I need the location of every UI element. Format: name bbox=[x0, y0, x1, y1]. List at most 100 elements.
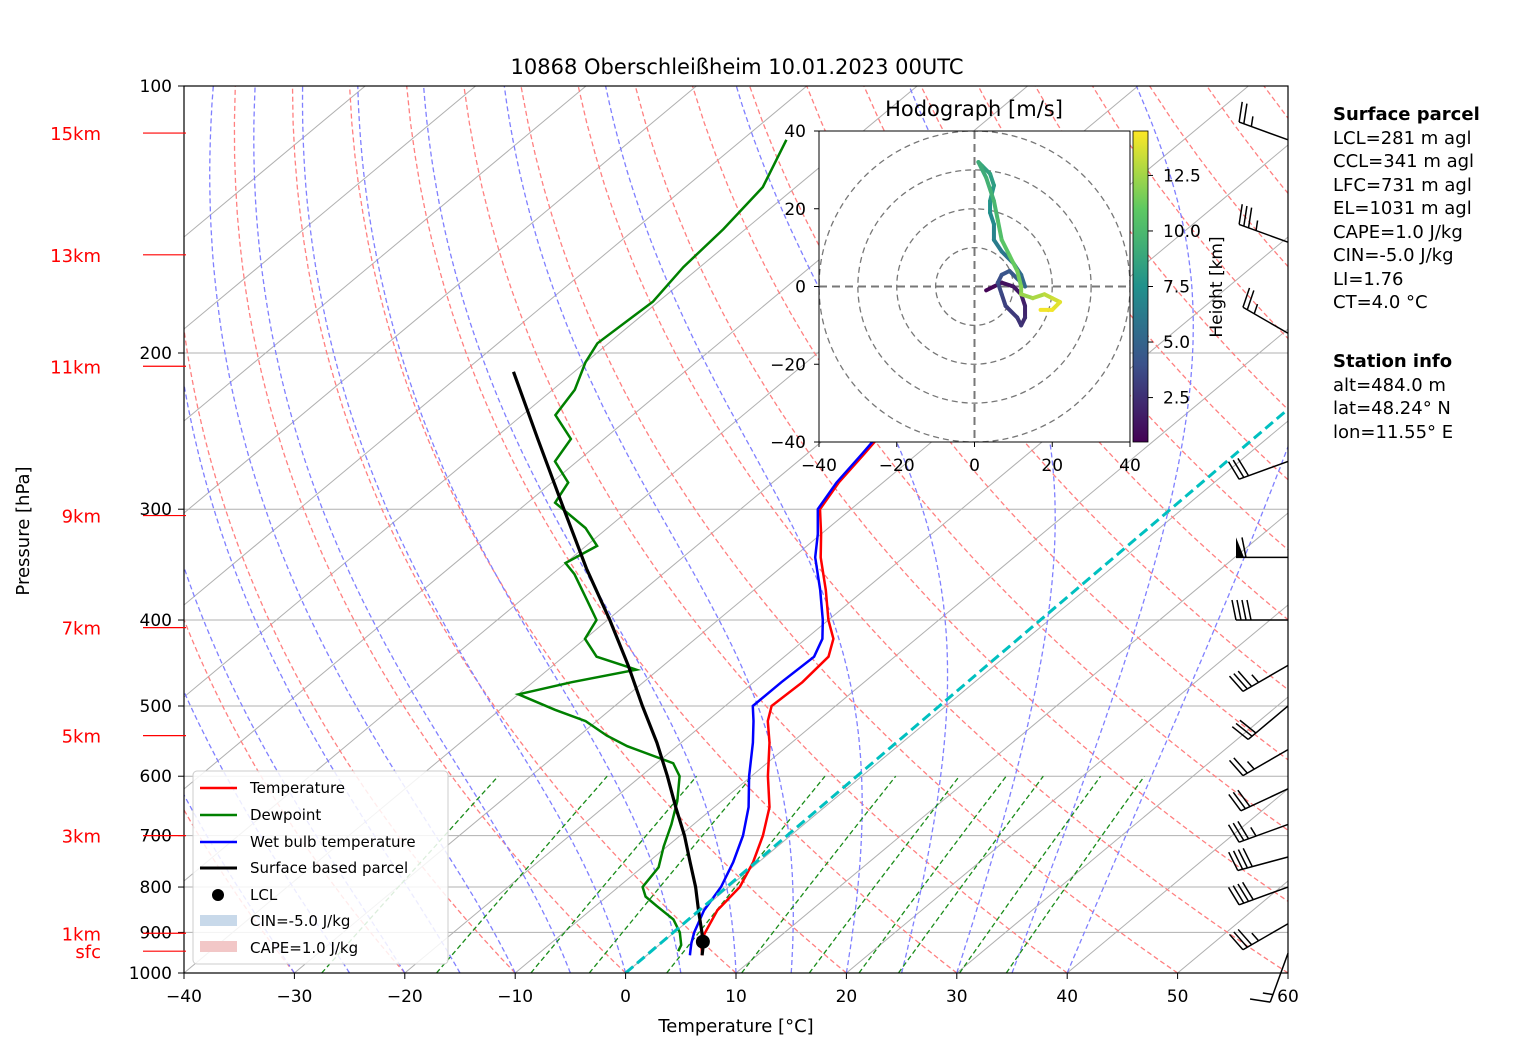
station-lat: lat=48.24° N bbox=[1333, 398, 1451, 419]
barb-full bbox=[1236, 599, 1242, 621]
wind-barb bbox=[1238, 204, 1289, 243]
legend-dewpoint: Dewpoint bbox=[250, 806, 321, 824]
wind-barb bbox=[1228, 847, 1289, 872]
legend-cape-swatch bbox=[200, 941, 237, 952]
mixing-ratio-line bbox=[741, 775, 897, 973]
moist-adiabat bbox=[422, 86, 737, 973]
hodograph-title: Hodograph [m/s] bbox=[885, 97, 1063, 121]
wind-barb bbox=[1228, 923, 1289, 951]
height-label: 15km bbox=[50, 124, 101, 145]
x-tick-label: 0 bbox=[620, 987, 631, 1007]
colorbar bbox=[1132, 130, 1149, 443]
x-axis-label: Temperature [°C] bbox=[657, 1016, 813, 1037]
colorbar-tick-label: 7.5 bbox=[1163, 278, 1190, 298]
barb-staff bbox=[1238, 121, 1289, 141]
surface-parcel-panel: Surface parcel LCL=281 m agl CCL=341 m a… bbox=[1333, 103, 1480, 315]
y-tick-label: 1000 bbox=[129, 964, 172, 984]
hodograph-x-tick-label: 20 bbox=[1041, 456, 1063, 476]
isotherm-line bbox=[184, 86, 697, 514]
barb-staff bbox=[1242, 748, 1289, 777]
legend-temperature: Temperature bbox=[249, 779, 345, 797]
barb-half bbox=[1253, 303, 1259, 314]
series-dewpoint bbox=[514, 139, 788, 952]
hodograph-segment bbox=[988, 171, 996, 188]
barb-full bbox=[1232, 822, 1245, 841]
wind-barb bbox=[1227, 457, 1289, 480]
barb-staff bbox=[1238, 223, 1289, 243]
height-label: 7km bbox=[62, 619, 101, 640]
moist-adiabat bbox=[209, 86, 516, 973]
dry-adiabat bbox=[577, 86, 1288, 973]
barb-full bbox=[1232, 850, 1244, 870]
legend: Temperature Dewpoint Wet bulb temperatur… bbox=[192, 770, 449, 965]
barb-full bbox=[1246, 290, 1255, 310]
surface-parcel-lfc: LFC=731 m agl bbox=[1333, 174, 1472, 196]
y-tick-label: 700 bbox=[140, 827, 172, 847]
mixing-ratio-line bbox=[858, 775, 1007, 973]
surface-parcel-heading: Surface parcel bbox=[1333, 104, 1480, 125]
y-axis-label: Pressure [hPa] bbox=[13, 466, 34, 595]
hodograph-segment bbox=[999, 292, 1008, 308]
hodograph-segment bbox=[976, 160, 989, 180]
hodograph-y-tick-label: 0 bbox=[795, 278, 806, 298]
moist-adiabat bbox=[1066, 444, 1288, 973]
barb-staff bbox=[1238, 886, 1289, 906]
isotherm-line bbox=[184, 86, 808, 606]
hodograph-y-tick-label: −40 bbox=[770, 433, 806, 453]
barb-full bbox=[1238, 101, 1243, 123]
wind-barb bbox=[1228, 748, 1289, 777]
isotherm-line bbox=[735, 512, 1288, 973]
surface-parcel-li: LI=1.76 bbox=[1333, 268, 1404, 290]
wind-barb bbox=[1227, 881, 1289, 906]
moist-adiabat bbox=[253, 86, 571, 973]
colorbar-tick-label: 10.0 bbox=[1163, 222, 1201, 242]
surface-parcel-el: EL=1031 m agl bbox=[1333, 198, 1472, 219]
barb-full bbox=[1232, 791, 1247, 810]
isotherm-line bbox=[956, 696, 1288, 973]
mixing-ratio-line bbox=[959, 775, 1102, 973]
mixing-ratio-line bbox=[666, 775, 826, 973]
wind-barb bbox=[1228, 664, 1289, 693]
barb-half bbox=[1255, 220, 1259, 231]
hodograph: −40 −40 −20 −20 0 0 20 20 40 40 Hodograph [m/s] 2… bbox=[770, 97, 1227, 476]
legend-wetbulb: Wet bulb temperature bbox=[250, 833, 416, 851]
legend-lcl-marker bbox=[212, 889, 224, 901]
hodograph-segment bbox=[988, 210, 996, 227]
colorbar-label: Height [km] bbox=[1207, 236, 1227, 337]
legend-box bbox=[192, 770, 449, 965]
chart-title: 10868 Oberschleißheim 10.01.2023 00UTC bbox=[511, 55, 964, 79]
barb-full bbox=[1241, 537, 1247, 558]
mixing-ratio-line bbox=[897, 775, 1044, 973]
barb-full bbox=[1243, 205, 1248, 227]
barb-full bbox=[1249, 998, 1271, 1003]
barb-full bbox=[1228, 933, 1244, 951]
wind-barb bbox=[1236, 537, 1288, 559]
barb-full bbox=[1231, 599, 1237, 621]
y-tick-label: 200 bbox=[140, 344, 172, 364]
hodograph-segment bbox=[1019, 272, 1028, 289]
isotherm-line bbox=[404, 236, 1288, 973]
barb-full bbox=[1233, 673, 1248, 690]
legend-cape: CAPE=1.0 J/kg bbox=[250, 939, 358, 957]
y-tick-label: 800 bbox=[140, 878, 172, 898]
barb-full bbox=[1237, 849, 1249, 869]
barb-full bbox=[1243, 103, 1248, 124]
hodograph-segment bbox=[1030, 292, 1047, 301]
mixing-ratio-line bbox=[588, 775, 753, 973]
barb-full bbox=[1232, 459, 1245, 478]
wind-barb bbox=[1228, 788, 1289, 812]
wind-barb bbox=[1249, 952, 1289, 1003]
barb-staff bbox=[1242, 306, 1289, 334]
surface-parcel-cin: CIN=-5.0 J/kg bbox=[1333, 245, 1454, 266]
hodograph-segment bbox=[995, 218, 1004, 242]
wind-barb bbox=[1231, 599, 1288, 621]
legend-cin: CIN=-5.0 J/kg bbox=[250, 912, 350, 930]
barb-staff bbox=[1247, 705, 1289, 740]
barb-full bbox=[1242, 287, 1251, 308]
dry-adiabat bbox=[634, 86, 1288, 903]
isotherm-line bbox=[846, 604, 1288, 973]
station-info-heading: Station info bbox=[1333, 351, 1453, 372]
hodograph-x-tick-label: 40 bbox=[1119, 456, 1141, 476]
